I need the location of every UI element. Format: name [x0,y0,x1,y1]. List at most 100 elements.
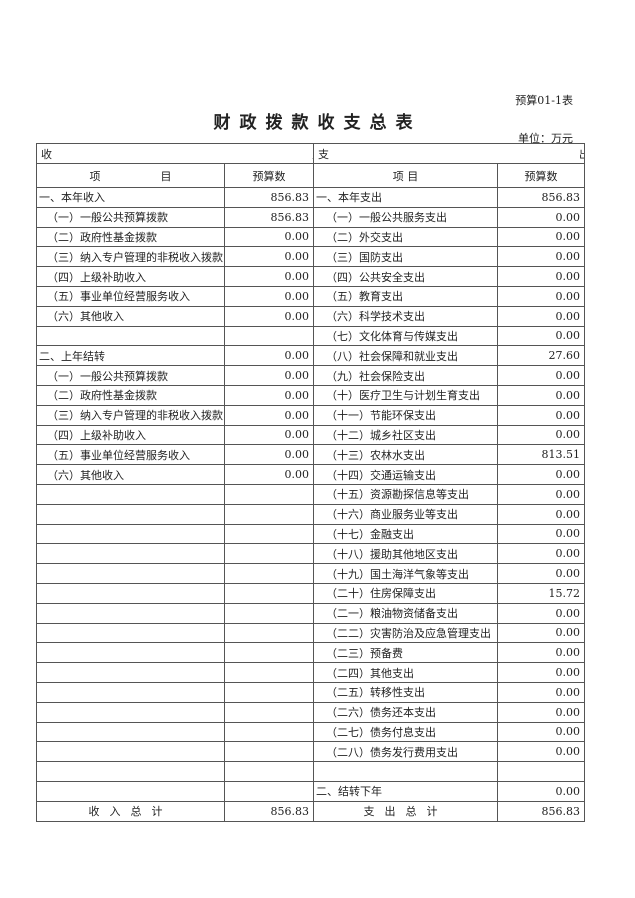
table-row: （二一）粮油物资储备支出 0.00 [36,602,585,624]
expense-item [313,761,498,782]
expense-item: （十八）援助其他地区支出 [313,543,498,565]
table-row: （二二）灾害防治及应急管理支出 0.00 [36,622,585,644]
expense-item: 一、本年支出 [313,187,498,208]
expense-value: 0.00 [497,483,585,505]
expense-item: （二二）灾害防治及应急管理支出 [313,622,498,644]
expense-value: 0.00 [497,266,585,287]
income-value [224,325,314,347]
expense-value: 0.00 [497,285,585,307]
income-item: （一）一般公共预算拨款 [36,206,225,228]
income-header-char1: 收 [41,147,52,161]
income-value [224,721,314,743]
expense-value: 0.00 [497,325,585,347]
income-item: 一、本年收入 [36,187,225,208]
income-item: （三）纳入专户管理的非税收入拨款 [36,404,225,426]
income-value: 0.00 [224,246,314,268]
expense-item: （三）国防支出 [313,246,498,268]
income-item [36,563,225,584]
table-row: （二十）住房保障支出 15.72 [36,582,585,604]
expense-item: （五）教育支出 [313,285,498,307]
expense-item: （七）文化体育与传媒支出 [313,325,498,347]
expense-item: （四）公共安全支出 [313,266,498,287]
income-item: （一）一般公共预算拨款 [36,365,225,386]
income-budget-header: 预算数 [224,163,314,188]
expense-value: 0.00 [497,384,585,406]
table-row: （一）一般公共预算拨款 856.83 （一）一般公共服务支出 0.00 [36,206,585,228]
income-item: （四）上级补助收入 [36,424,225,446]
income-value: 0.00 [224,444,314,466]
expense-value: 0.00 [497,424,585,446]
expense-value: 0.00 [497,365,585,386]
expense-value: 856.83 [497,187,585,208]
totals-row: 收入总计 856.83 支出总计 856.83 [36,800,585,822]
income-value [224,681,314,703]
income-item [36,523,225,545]
expense-value: 0.00 [497,741,585,763]
expense-value: 0.00 [497,602,585,624]
income-item [36,582,225,604]
table-row: （二三）预备费 0.00 [36,642,585,664]
expense-value: 0.00 [497,246,585,268]
table-row: （一）一般公共预算拨款 0.00 （九）社会保险支出 0.00 [36,365,585,386]
income-item: （四）上级补助收入 [36,266,225,287]
table-row: （十五）资源勘探信息等支出 0.00 [36,483,585,505]
income-value: 0.00 [224,464,314,485]
expense-item: （十六）商业服务业等支出 [313,503,498,525]
income-value [224,602,314,624]
expense-value: 0.00 [497,701,585,723]
expense-value: 0.00 [497,464,585,485]
expense-item: （二）外交支出 [313,226,498,248]
table-row: （五）事业单位经营服务收入 0.00 （五）教育支出 0.00 [36,285,585,307]
expense-value: 0.00 [497,523,585,545]
expense-item: （十九）国土海洋气象等支出 [313,563,498,584]
table-row: （十七）金融支出 0.00 [36,523,585,545]
budget-table: 收入 支出 项目 预算数 项 目 预算数 一、本年收入856.83一、本年支出8… [36,143,585,822]
income-value [224,523,314,545]
expense-value: 0.00 [497,721,585,743]
expense-item: （六）科学技术支出 [313,305,498,327]
income-value [224,662,314,683]
table-row: （三）纳入专户管理的非税收入拨款 0.00 （十一）节能环保支出 0.00 [36,404,585,426]
expense-item: （十一）节能环保支出 [313,404,498,426]
income-item [36,325,225,347]
income-value: 0.00 [224,266,314,287]
expense-item: （二八）债务发行费用支出 [313,741,498,763]
income-value [224,780,314,802]
expense-value: 0.00 [497,305,585,327]
expense-item: （二十）住房保障支出 [313,582,498,604]
expense-header-char1: 支 [318,147,329,161]
income-item [36,761,225,782]
income-value: 0.00 [224,345,314,367]
income-item: （六）其他收入 [36,464,225,485]
income-item [36,741,225,763]
header-row-columns: 项目 预算数 项 目 预算数 [36,163,585,188]
income-value [224,563,314,584]
expense-value: 0.00 [497,503,585,525]
expense-item: （十四）交通运输支出 [313,464,498,485]
expense-item-header: 项 目 [313,163,498,188]
item-char2: 目 [160,169,172,183]
expense-item: （十二）城乡社区支出 [313,424,498,446]
item-char1: 项 [89,169,101,183]
table-row: （六）其他收入 0.00 （十四）交通运输支出 0.00 [36,464,585,485]
table-row: （二）政府性基金拨款 0.00 （二）外交支出 0.00 [36,226,585,248]
page-title: 财政拨款收支总表 [213,113,422,133]
expense-item: （十七）金融支出 [313,523,498,545]
income-item [36,602,225,624]
income-value: 0.00 [224,285,314,307]
income-item: （二）政府性基金拨款 [36,226,225,248]
income-value: 0.00 [224,365,314,386]
income-value [224,483,314,505]
expense-item: （二六）债务还本支出 [313,701,498,723]
expense-item: （十三）农林水支出 [313,444,498,466]
income-value: 0.00 [224,424,314,446]
expense-item: （一）一般公共服务支出 [313,206,498,228]
expense-item: 二、结转下年 [313,780,498,802]
income-value: 0.00 [224,305,314,327]
income-item: （六）其他收入 [36,305,225,327]
expense-total-value: 856.83 [497,800,585,822]
expense-value: 0.00 [497,622,585,644]
expense-value: 0.00 [497,662,585,683]
expense-item: （二三）预备费 [313,642,498,664]
expense-header-char2: 出 [579,148,584,161]
